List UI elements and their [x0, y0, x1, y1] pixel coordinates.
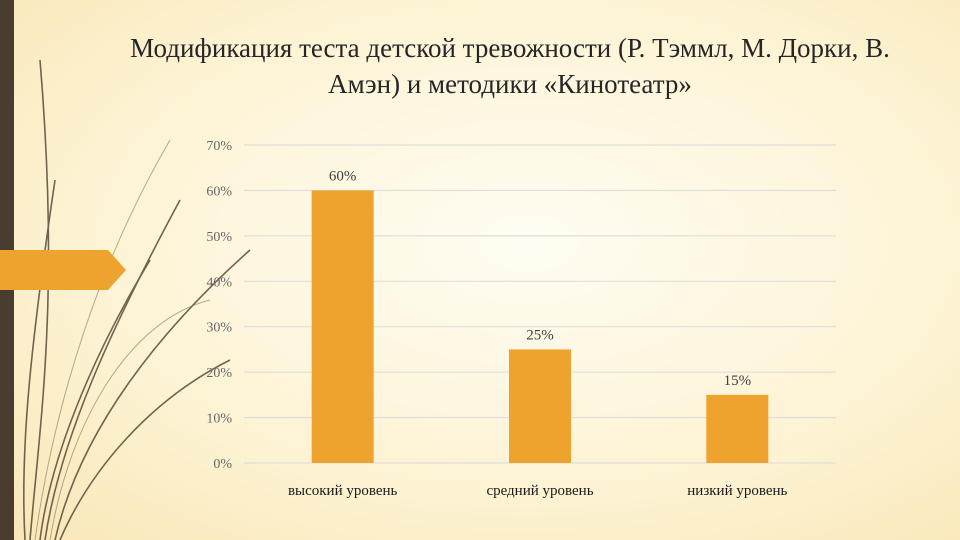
data-label: 25%: [526, 327, 554, 343]
y-tick-label: 10%: [206, 412, 232, 427]
category-label: средний уровень: [486, 483, 593, 499]
y-tick-label: 30%: [206, 321, 232, 336]
decorative-swirl: [22, 59, 251, 540]
y-tick-label: 50%: [206, 230, 232, 245]
bars: [311, 190, 769, 463]
y-tick-label: 0%: [213, 457, 232, 472]
y-axis-ticks: 0% 10% 20% 30% 40% 50% 60% 70%: [206, 139, 232, 472]
accent-tab: [0, 250, 126, 290]
data-label: 60%: [329, 168, 357, 184]
bar: [311, 190, 374, 463]
y-tick-label: 40%: [206, 275, 232, 290]
bar: [509, 349, 571, 463]
chart-title: Модификация теста детской тревожности (Р…: [130, 33, 890, 99]
category-labels: высокий уровень средний уровень низкий уро…: [288, 483, 788, 499]
bar: [706, 394, 769, 463]
category-label: высокий уровень: [288, 483, 398, 499]
y-tick-label: 20%: [206, 366, 232, 381]
y-tick-label: 60%: [206, 184, 232, 199]
y-tick-label: 70%: [206, 139, 232, 154]
category-label: низкий уровень: [687, 483, 787, 499]
data-label: 15%: [724, 373, 752, 389]
data-labels: 60% 25% 15%: [329, 168, 751, 388]
